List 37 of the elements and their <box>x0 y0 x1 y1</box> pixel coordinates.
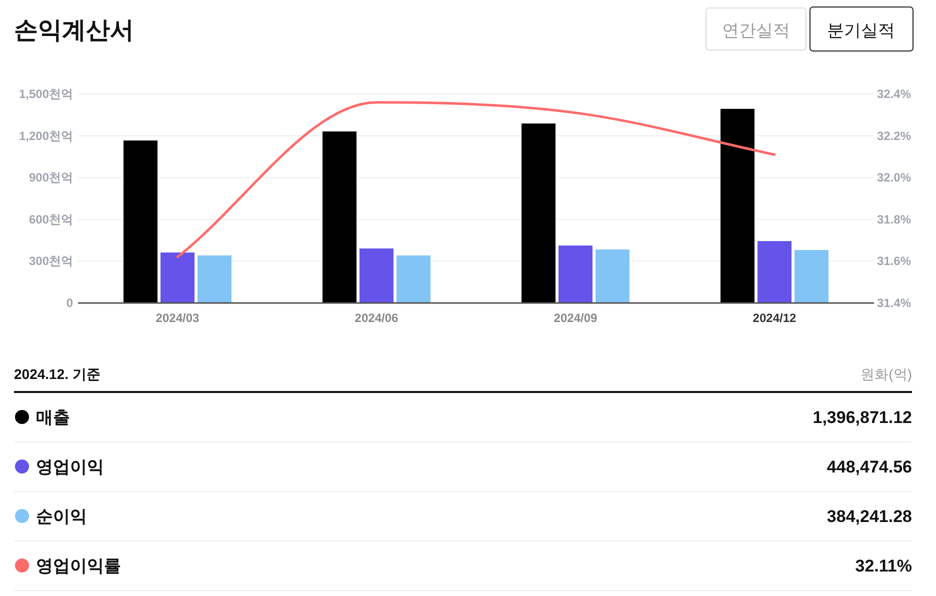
legend-label: 영업이익률 <box>36 556 121 576</box>
bar <box>756 240 792 304</box>
x-tick-label: 2024/12 <box>752 311 797 325</box>
text: 원화(억) <box>860 366 912 382</box>
bar <box>594 248 630 304</box>
bar <box>122 139 158 304</box>
x-tick-label: 2024/09 <box>554 311 598 325</box>
y2-tick-label: 32.0% <box>877 170 912 185</box>
y2-tick-label: 31.8% <box>877 212 912 226</box>
y-tick-label: 600천억 <box>28 212 73 226</box>
legend-label: 매출 <box>36 408 70 427</box>
bar <box>396 254 432 304</box>
y2-tick-label: 32.4% <box>877 87 912 101</box>
legend-label: 순이익 <box>36 507 87 526</box>
x-tick-label: 2024/03 <box>156 311 200 325</box>
y-tick-label: 1,500천억 <box>18 87 73 101</box>
y2-tick-label: 32.2% <box>877 128 912 143</box>
bar <box>160 252 196 304</box>
y-tick-label: 0 <box>66 296 74 310</box>
bar <box>520 122 556 304</box>
y-tick-label: 900천억 <box>28 170 73 185</box>
bar <box>358 247 394 304</box>
text: 연간실적 <box>722 21 790 40</box>
y2-tick-label: 31.4% <box>877 296 912 310</box>
bar <box>196 254 232 304</box>
bar <box>794 248 830 304</box>
y-tick-label: 300천억 <box>28 254 73 268</box>
text: 2024.12. 기준 <box>14 366 100 382</box>
legend-label: 영업이익 <box>36 458 104 476</box>
bar <box>558 244 594 304</box>
chart-title: 손익계산서 <box>14 17 134 44</box>
x-tick-label: 2024/06 <box>354 311 399 325</box>
bar <box>720 108 756 304</box>
bar <box>322 130 358 304</box>
y-tick-label: 1,200천억 <box>18 128 73 143</box>
y2-tick-label: 31.6% <box>877 254 912 268</box>
text: 분기실적 <box>827 21 895 40</box>
